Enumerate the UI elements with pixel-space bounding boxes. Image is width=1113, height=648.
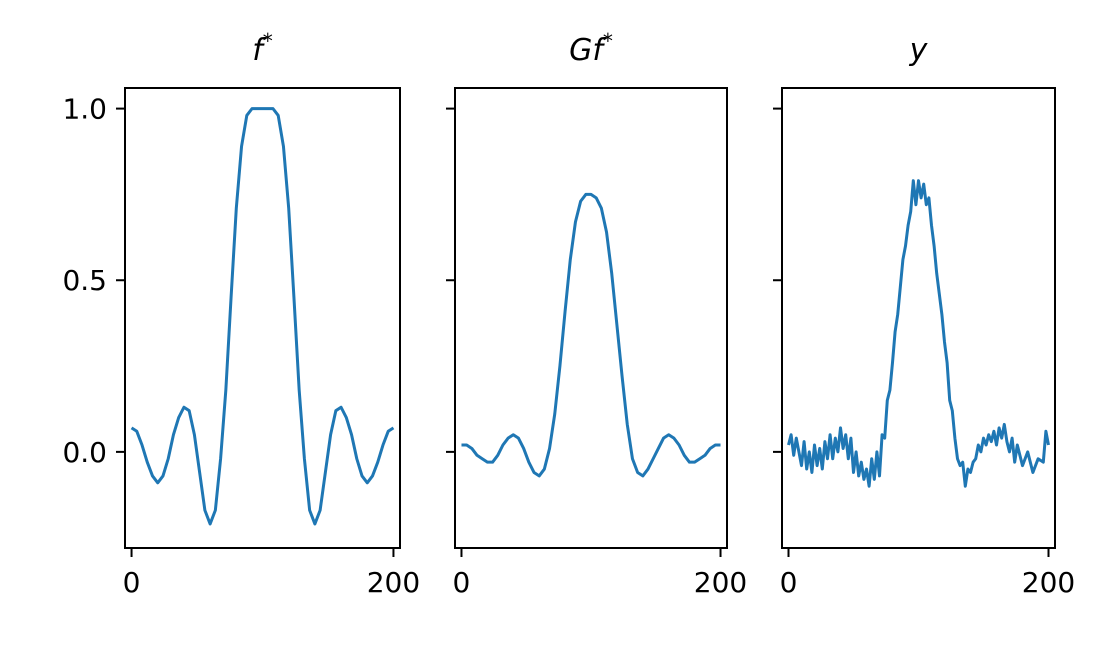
subplot-y: 0 200 y [773,33,1075,599]
series-line [130,107,395,526]
x-tick-label: 200 [367,566,420,599]
y-tick-label: 0.0 [62,436,107,469]
subplot-title: Gf* [569,29,613,68]
axes-frame [781,87,1056,549]
x-tick-label: 0 [780,566,798,599]
series-line [461,192,721,478]
x-tick-label: 0 [453,566,471,599]
y-tick-label: 1.0 [62,93,107,126]
x-tick-label: 0 [123,566,141,599]
series-line [787,179,1050,488]
subplot-f-star: 0 200 0.0 0.5 1.0 f* [62,29,420,599]
axes-frame [124,87,401,549]
subplot-title: f* [252,29,273,68]
axes-frame [454,87,728,549]
subplot-title: y [909,33,929,68]
y-tick-label: 0.5 [62,264,107,297]
x-tick-label: 200 [694,566,747,599]
subplot-gf-star: 0 200 Gf* [446,29,747,599]
x-tick-label: 200 [1022,566,1075,599]
